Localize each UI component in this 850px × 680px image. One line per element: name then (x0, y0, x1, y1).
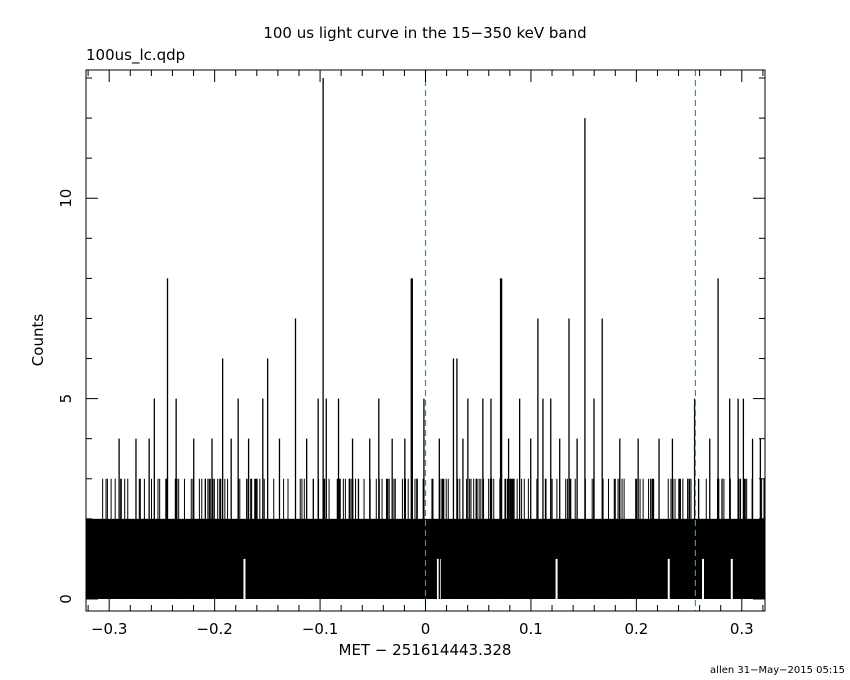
y-axis-label: Counts (29, 314, 47, 367)
x-tick-label-6: 0.3 (730, 620, 754, 638)
y-tick-label-2: 10 (57, 189, 75, 208)
file-label: 100us_lc.qdp (86, 46, 185, 65)
x-tick-label-2: −0.1 (302, 620, 338, 638)
x-tick-label-4: 0.1 (519, 620, 543, 638)
y-tick-label-1: 5 (57, 394, 75, 404)
footer-stamp: allen 31−May−2015 05:15 (710, 665, 845, 676)
x-tick-label-5: 0.2 (624, 620, 648, 638)
x-tick-label-0: −0.3 (91, 620, 127, 638)
y-tick-label-0: 0 (57, 594, 75, 604)
plot-area: −0.3 −0.2 −0.1 0 0.1 0.2 0.3 0 5 10 (57, 69, 766, 638)
chart-title: 100 us light curve in the 15−350 keV ban… (263, 24, 586, 42)
x-tick-label-1: −0.2 (196, 620, 232, 638)
x-axis-label: MET − 251614443.328 (339, 641, 512, 659)
x-tick-label-3: 0 (421, 620, 431, 638)
